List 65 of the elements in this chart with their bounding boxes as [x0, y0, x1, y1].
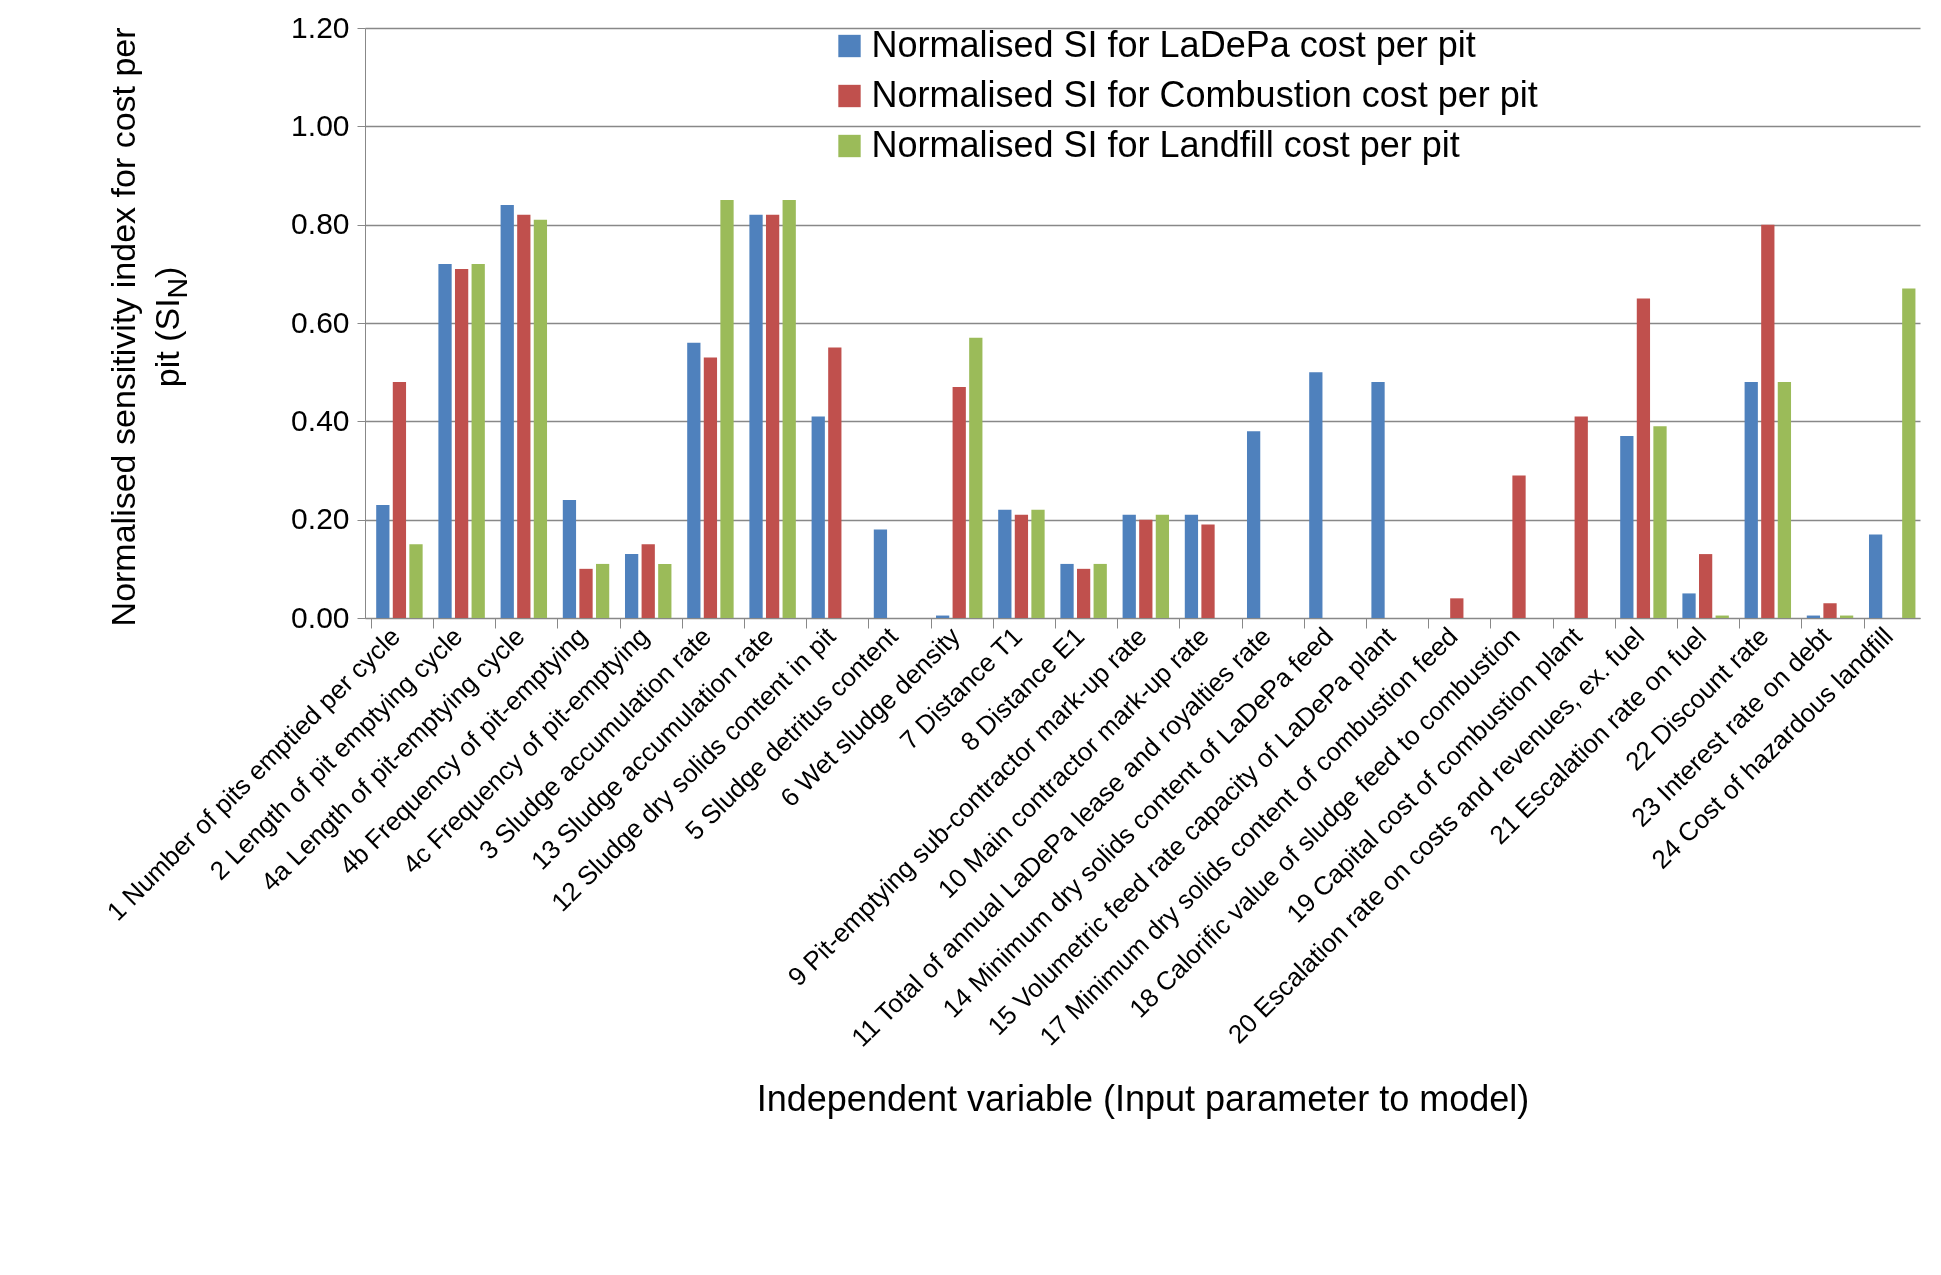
y-tick-label: 0.00	[291, 600, 350, 634]
bar	[1031, 509, 1045, 618]
bar	[1060, 563, 1074, 618]
bar	[1902, 288, 1916, 618]
legend-label: Normalised SI for Landfill cost per pit	[871, 124, 1460, 165]
bar	[471, 264, 485, 618]
y-tick-label: 0.20	[291, 502, 350, 536]
bar	[1761, 224, 1775, 618]
bar	[1093, 563, 1107, 618]
y-tick-label: 0.40	[291, 403, 350, 437]
bar	[765, 214, 780, 618]
bar	[1122, 514, 1136, 618]
y-tick-label: 1.20	[291, 10, 350, 44]
legend-label: Normalised SI for Combustion cost per pit	[871, 74, 1538, 115]
legend-label: Normalised SI for LaDePa cost per pit	[871, 24, 1476, 65]
bar	[1512, 475, 1526, 618]
bar	[1155, 514, 1170, 618]
y-tick-label: 0.80	[291, 207, 350, 241]
bar	[1682, 593, 1696, 618]
x-axis-title: Independent variable (Input parameter to model)	[756, 1077, 1530, 1119]
bar	[703, 357, 718, 618]
bar	[533, 219, 548, 618]
bar	[1653, 426, 1667, 618]
bar	[782, 200, 796, 618]
bar	[1744, 382, 1758, 618]
bar	[1450, 598, 1464, 618]
bar	[454, 268, 469, 618]
bar	[1014, 514, 1029, 618]
bar	[749, 214, 763, 618]
bar	[438, 264, 452, 618]
bar	[595, 563, 610, 618]
y-tick-label: 0.60	[291, 305, 350, 339]
bar	[1823, 603, 1837, 618]
bar	[409, 544, 423, 618]
bar	[1777, 382, 1792, 618]
bar	[1620, 436, 1634, 618]
bar	[873, 529, 888, 618]
bar	[998, 509, 1012, 618]
y-tick-label: 1.00	[291, 108, 350, 142]
bar	[1139, 519, 1153, 618]
bar	[969, 337, 983, 618]
bar	[687, 342, 701, 618]
bar	[720, 200, 734, 618]
bar	[1076, 568, 1091, 618]
bar	[392, 382, 407, 618]
bar	[641, 544, 655, 618]
bar	[1309, 372, 1323, 618]
bar	[828, 347, 842, 618]
bar	[562, 500, 577, 618]
bar	[1201, 524, 1215, 618]
bar	[952, 386, 966, 618]
bar	[1574, 416, 1588, 618]
bar	[1636, 298, 1651, 618]
bar	[376, 504, 390, 618]
bar	[1869, 534, 1883, 618]
bar	[1247, 431, 1261, 618]
bar	[1698, 554, 1713, 618]
bar	[500, 205, 514, 618]
bar	[658, 563, 672, 618]
bar	[579, 568, 593, 618]
bar	[1184, 514, 1199, 618]
bar	[811, 416, 825, 618]
bar	[517, 214, 531, 618]
bar	[625, 554, 639, 618]
bar	[1371, 382, 1385, 618]
